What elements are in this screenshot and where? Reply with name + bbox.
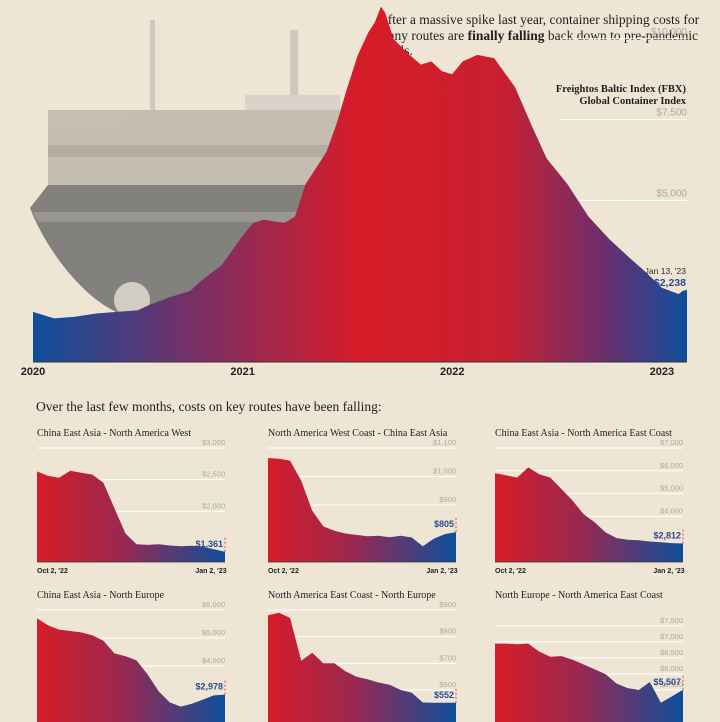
route-ytick-label: $7,000 xyxy=(660,632,683,641)
route-ytick-label: $3,000 xyxy=(202,440,225,447)
ship-containers-2 xyxy=(48,145,348,157)
main-xtick-label: 2020 xyxy=(21,366,45,378)
route-area-series xyxy=(37,618,225,722)
peak-note: ◄ Peak xyxy=(421,87,453,97)
route-xtick-label: Jan 2, '23 xyxy=(195,568,226,575)
route-last-value: $1,361 xyxy=(195,539,223,549)
route-last-value: $2,812 xyxy=(653,530,681,540)
main-ytick-label: $5,000 xyxy=(656,188,687,199)
route-ytick-label: $700 xyxy=(439,653,456,662)
ship-mast xyxy=(150,20,155,115)
main-chart: $5,000 $7,500 $10,000 2020 2021 2022 2023 $10… xyxy=(0,0,720,390)
route-last-value: $5,507 xyxy=(653,677,681,687)
route-ytick-label: $1,100 xyxy=(433,440,456,447)
route-area-series xyxy=(268,613,456,722)
main-xtick-label: 2023 xyxy=(650,366,674,378)
route-xtick-label: Oct 2, '22 xyxy=(37,568,68,575)
last-value-label: $2,238 xyxy=(654,277,686,289)
main-chart-title-line-2: Global Container Index xyxy=(579,96,686,107)
route-area-series xyxy=(268,458,456,562)
ship-mast-2 xyxy=(290,30,298,100)
route-xtick-label: Oct 2, '22 xyxy=(268,568,299,575)
route-xtick-label: Jan 2, '23 xyxy=(653,568,684,575)
route-chart-r1: $2,000 $2,500 $3,000 $1,361 Oct 2, '22 Jan 2,… xyxy=(30,440,230,580)
route-title-r2: North America West Coast - China East As… xyxy=(268,428,447,439)
route-chart-r6: $5,500$6,000$6,500$7,000$7,500$5,507 xyxy=(488,602,688,722)
route-last-value: $2,978 xyxy=(195,682,223,692)
route-xtick-label: Oct 2, '22 xyxy=(495,568,526,575)
route-ytick-label: $7,000 xyxy=(660,440,683,447)
route-title-r1: China East Asia - North America West xyxy=(37,428,191,439)
route-ytick-label: $5,000 xyxy=(202,628,225,637)
route-ytick-label: $7,500 xyxy=(660,616,683,625)
route-ytick-label: $1,000 xyxy=(433,467,456,476)
route-chart-r2: $900 $1,000 $1,100 $805 Oct 2, '22 Jan 2, '23 xyxy=(261,440,461,580)
main-ytick-label: $7,500 xyxy=(656,108,687,119)
route-title-r5: North America East Coast - North Europe xyxy=(268,590,436,601)
route-last-value: $805 xyxy=(434,519,454,529)
main-xtick-label: 2022 xyxy=(440,366,464,378)
route-ytick-label: $4,000 xyxy=(660,506,683,515)
route-ytick-label: $2,000 xyxy=(202,501,225,510)
route-ytick-label: $800 xyxy=(439,627,456,636)
route-chart-r5: $600 $700 $800 $900 $552 xyxy=(261,602,461,722)
route-chart-r4: $4,000 $5,000 $6,000 $2,978 xyxy=(30,602,230,722)
route-ytick-label: $6,000 xyxy=(202,602,225,609)
route-ytick-label: $6,500 xyxy=(660,648,683,657)
main-chart-title: Freightos Baltic Index (FBX) Global Cont… xyxy=(556,84,686,108)
main-chart-title-line-1: Freightos Baltic Index (FBX) xyxy=(556,84,686,95)
route-ytick-label: $2,500 xyxy=(202,470,225,479)
route-ytick-label: $6,000 xyxy=(660,664,683,673)
route-ytick-label: $5,000 xyxy=(660,484,683,493)
route-title-r6: North Europe - North America East Coast xyxy=(495,590,663,601)
route-ytick-label: $900 xyxy=(439,602,456,609)
section-label: Over the last few months, costs on key r… xyxy=(36,399,382,415)
main-ytick-label: $10,000 xyxy=(651,27,688,38)
route-ytick-label: $900 xyxy=(439,495,456,504)
route-ytick-label: $600 xyxy=(439,680,456,689)
last-date-label: Jan 13, '23 xyxy=(645,266,687,276)
route-last-value: $552 xyxy=(434,690,454,700)
route-title-r4: China East Asia - North Europe xyxy=(37,590,164,601)
route-title-r3: China East Asia - North America East Coa… xyxy=(495,428,672,439)
route-ytick-label: $6,000 xyxy=(660,461,683,470)
route-ytick-label: $4,000 xyxy=(202,656,225,665)
route-chart-r3: $4,000 $5,000 $6,000 $7,000 $2,812 Oct 2, '22… xyxy=(488,440,688,580)
main-xtick-label: 2021 xyxy=(230,366,254,378)
route-area-series xyxy=(495,467,683,562)
route-xtick-label: Jan 2, '23 xyxy=(426,568,457,575)
peak-value-label: $10,996 xyxy=(376,86,414,98)
